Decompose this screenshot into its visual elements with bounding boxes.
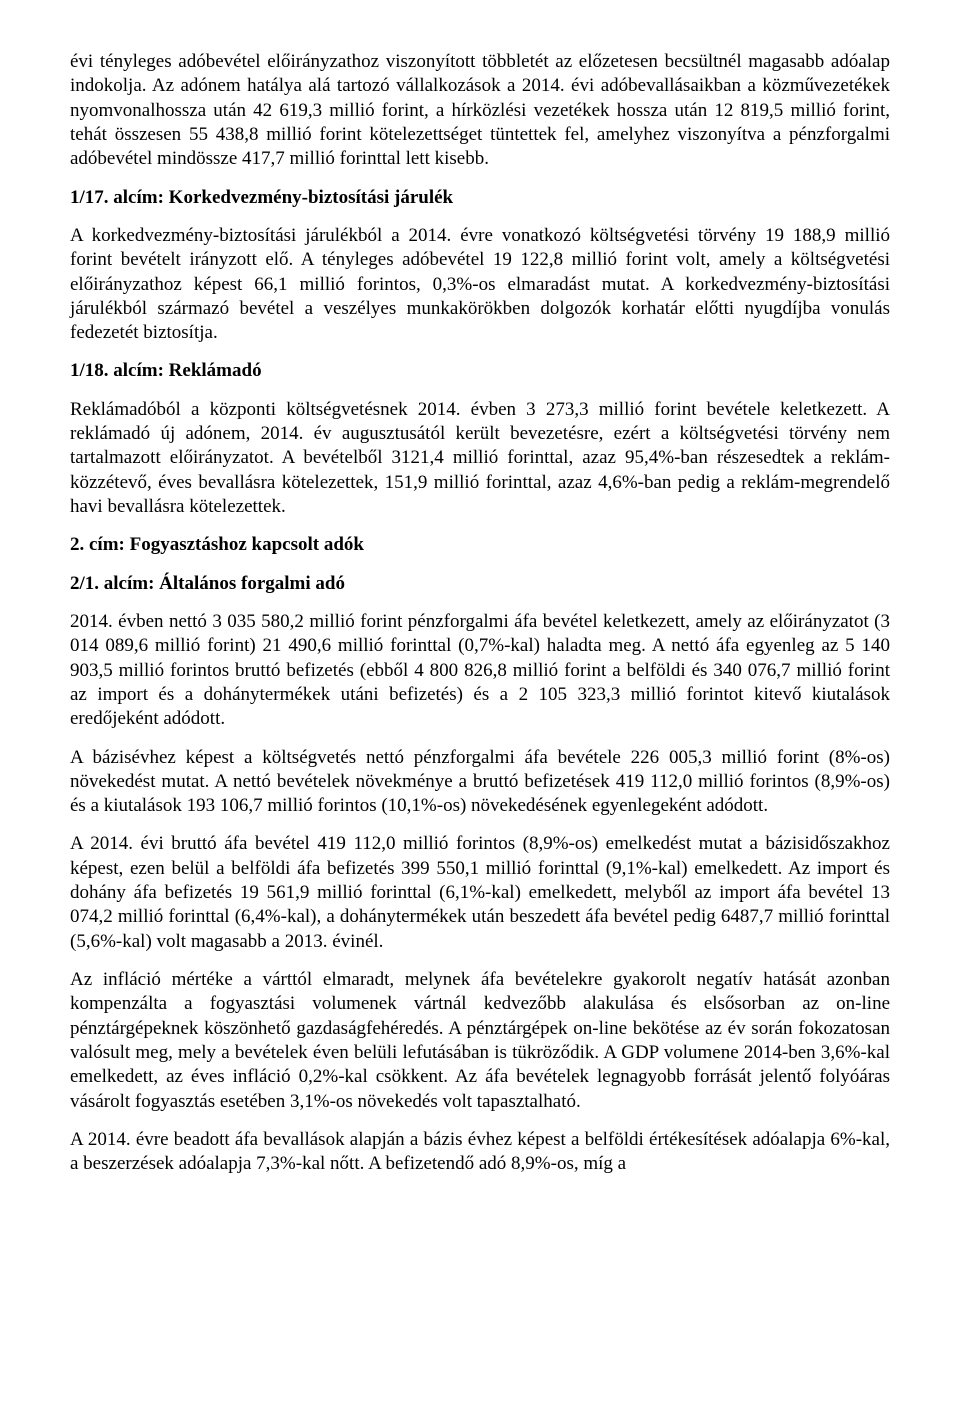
heading-2-1: 2/1. alcím: Általános forgalmi adó bbox=[70, 572, 890, 596]
document-page: évi tényleges adóbevétel előirányzathoz … bbox=[0, 0, 960, 1241]
paragraph-reklamado: Reklámadóból a központi költségvetésnek … bbox=[70, 398, 890, 520]
paragraph-intro: évi tényleges adóbevétel előirányzathoz … bbox=[70, 50, 890, 172]
paragraph-afa-bevallasok: A 2014. évre beadott áfa bevallások alap… bbox=[70, 1128, 890, 1177]
heading-2-cim: 2. cím: Fogyasztáshoz kapcsolt adók bbox=[70, 533, 890, 557]
heading-1-17: 1/17. alcím: Korkedvezmény-biztosítási j… bbox=[70, 186, 890, 210]
paragraph-afa-3: A 2014. évi bruttó áfa bevétel 419 112,0… bbox=[70, 832, 890, 954]
paragraph-korkedvezmeny: A korkedvezmény-biztosítási járulékból a… bbox=[70, 224, 890, 346]
heading-1-18: 1/18. alcím: Reklámadó bbox=[70, 359, 890, 383]
paragraph-inflacio: Az infláció mértéke a várttól elmaradt, … bbox=[70, 968, 890, 1114]
paragraph-afa-1: 2014. évben nettó 3 035 580,2 millió for… bbox=[70, 610, 890, 732]
paragraph-afa-2: A bázisévhez képest a költségvetés nettó… bbox=[70, 746, 890, 819]
